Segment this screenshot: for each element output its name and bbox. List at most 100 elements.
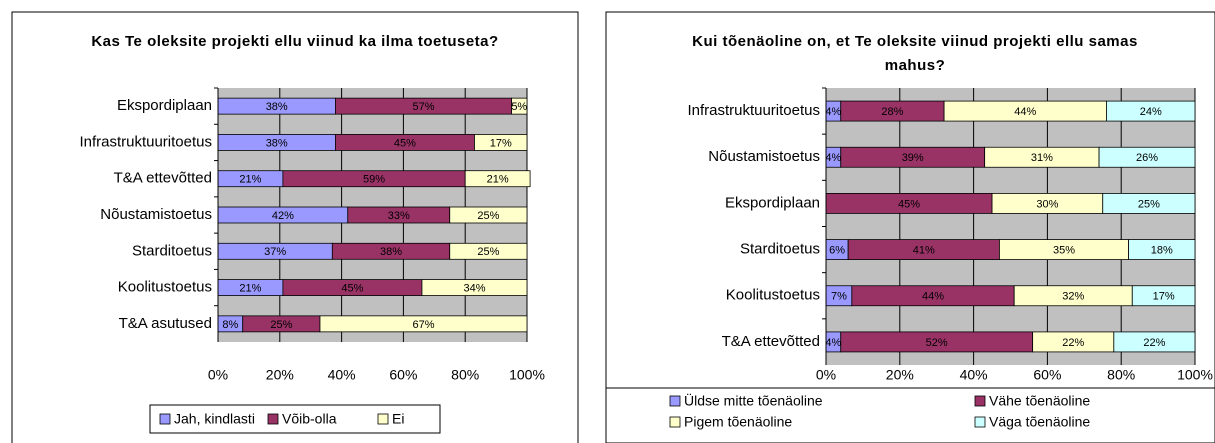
x-tick-label: 20% xyxy=(886,367,914,383)
legend-swatch xyxy=(974,395,986,407)
data-label: 45% xyxy=(341,282,363,294)
data-label: 52% xyxy=(926,337,948,349)
bar-segment xyxy=(1102,193,1196,214)
x-tick-label: 40% xyxy=(960,367,988,383)
legend-swatch xyxy=(267,413,279,425)
legend-label: Jah, kindlasti xyxy=(174,411,255,427)
bar-segment xyxy=(319,315,528,333)
data-label: 17% xyxy=(490,137,512,149)
legend-box xyxy=(149,404,441,434)
legend-swatch xyxy=(377,413,389,425)
x-tick-label: 0% xyxy=(208,367,228,383)
y-tick-label: Nõustamistoetus xyxy=(100,206,212,223)
data-label: 18% xyxy=(1151,244,1173,256)
data-label: 30% xyxy=(1036,198,1058,210)
x-tick-label: 100% xyxy=(509,367,545,383)
y-tick-label: T&A ettevõtted xyxy=(114,170,212,187)
legend-swatch xyxy=(159,413,171,425)
y-tick-label: Starditoetus xyxy=(740,241,820,258)
y-tick-label: Koolitustoetus xyxy=(726,287,820,304)
data-label: 42% xyxy=(272,210,294,222)
data-label: 28% xyxy=(881,106,903,118)
chart-title: Kas Te oleksite projekti ellu viinud ka … xyxy=(91,33,499,50)
data-label: 21% xyxy=(487,174,509,186)
legend-label: Väga tõenäoline xyxy=(989,414,1090,430)
data-label: 25% xyxy=(477,246,499,258)
data-label: 8% xyxy=(222,319,238,331)
y-tick-label: T&A asutused xyxy=(119,315,212,332)
data-label: 59% xyxy=(363,174,385,186)
x-tick-label: 80% xyxy=(1107,367,1135,383)
bar-segment xyxy=(449,242,528,260)
legend-swatch xyxy=(974,416,986,428)
x-tick-label: 80% xyxy=(451,367,479,383)
plot-area xyxy=(826,88,1195,365)
legend-label: Vähe tõenäoline xyxy=(989,393,1090,409)
data-label: 38% xyxy=(266,101,288,113)
data-label: 39% xyxy=(902,152,924,164)
data-label: 7% xyxy=(831,291,847,303)
data-label: 44% xyxy=(922,291,944,303)
data-label: 21% xyxy=(239,174,261,186)
data-label: 31% xyxy=(1031,152,1053,164)
y-tick-label: T&A ettevõtted xyxy=(722,333,820,350)
bar-segment xyxy=(511,97,528,115)
bar-segment xyxy=(449,206,528,224)
data-label: 6% xyxy=(829,244,845,256)
bar-segment xyxy=(474,134,528,151)
legend-label: Ei xyxy=(392,411,404,427)
data-label: 37% xyxy=(264,246,286,258)
data-label: 17% xyxy=(1153,291,1175,303)
legend-box xyxy=(605,387,1215,443)
bar-segment xyxy=(1131,285,1196,307)
data-label: 22% xyxy=(1062,337,1084,349)
y-tick-label: Koolitustoetus xyxy=(118,279,212,296)
x-tick-label: 20% xyxy=(266,367,294,383)
x-tick-label: 0% xyxy=(816,367,836,383)
legend-label: Üldse mitte tõenäoline xyxy=(684,392,823,409)
y-tick-label: Infrastruktuuritoetus xyxy=(687,102,820,119)
data-label: 4% xyxy=(825,152,841,164)
data-label: 24% xyxy=(1140,106,1162,118)
data-label: 4% xyxy=(825,337,841,349)
data-label: 41% xyxy=(913,244,935,256)
data-label: 38% xyxy=(380,246,402,258)
data-label: 25% xyxy=(270,319,292,331)
data-label: 25% xyxy=(477,210,499,222)
bar-segment xyxy=(1106,100,1196,122)
data-label: 5% xyxy=(511,101,527,113)
data-label: 67% xyxy=(412,319,434,331)
x-tick-label: 100% xyxy=(1177,367,1213,383)
data-label: 21% xyxy=(239,282,261,294)
bar-segment xyxy=(1113,331,1196,353)
chart-title: Kui tõenäoline on, et Te oleksite viinud… xyxy=(692,33,1138,74)
bar-segment xyxy=(464,170,531,188)
bar-segment xyxy=(421,279,528,296)
data-label: 33% xyxy=(388,210,410,222)
data-label: 45% xyxy=(394,137,416,149)
bar-segment xyxy=(1098,146,1196,168)
legend-label: Võib-olla xyxy=(282,411,337,427)
data-label: 35% xyxy=(1053,244,1075,256)
bar-segment xyxy=(1128,239,1196,260)
data-label: 4% xyxy=(825,106,841,118)
y-tick-label: Nõustamistoetus xyxy=(708,148,820,165)
legend-swatch xyxy=(669,416,681,428)
data-label: 25% xyxy=(1138,198,1160,210)
data-label: 57% xyxy=(412,101,434,113)
y-tick-label: Infrastruktuuritoetus xyxy=(79,133,212,150)
data-label: 44% xyxy=(1014,106,1036,118)
data-label: 45% xyxy=(898,198,920,210)
x-tick-label: 60% xyxy=(389,367,417,383)
y-tick-label: Ekspordiplaan xyxy=(725,194,820,211)
data-label: 32% xyxy=(1062,291,1084,303)
data-label: 22% xyxy=(1143,337,1165,349)
x-tick-label: 40% xyxy=(328,367,356,383)
data-label: 26% xyxy=(1136,152,1158,164)
legend-swatch xyxy=(669,395,681,407)
data-label: 34% xyxy=(463,282,485,294)
data-label: 38% xyxy=(266,137,288,149)
y-tick-label: Starditoetus xyxy=(132,242,212,259)
